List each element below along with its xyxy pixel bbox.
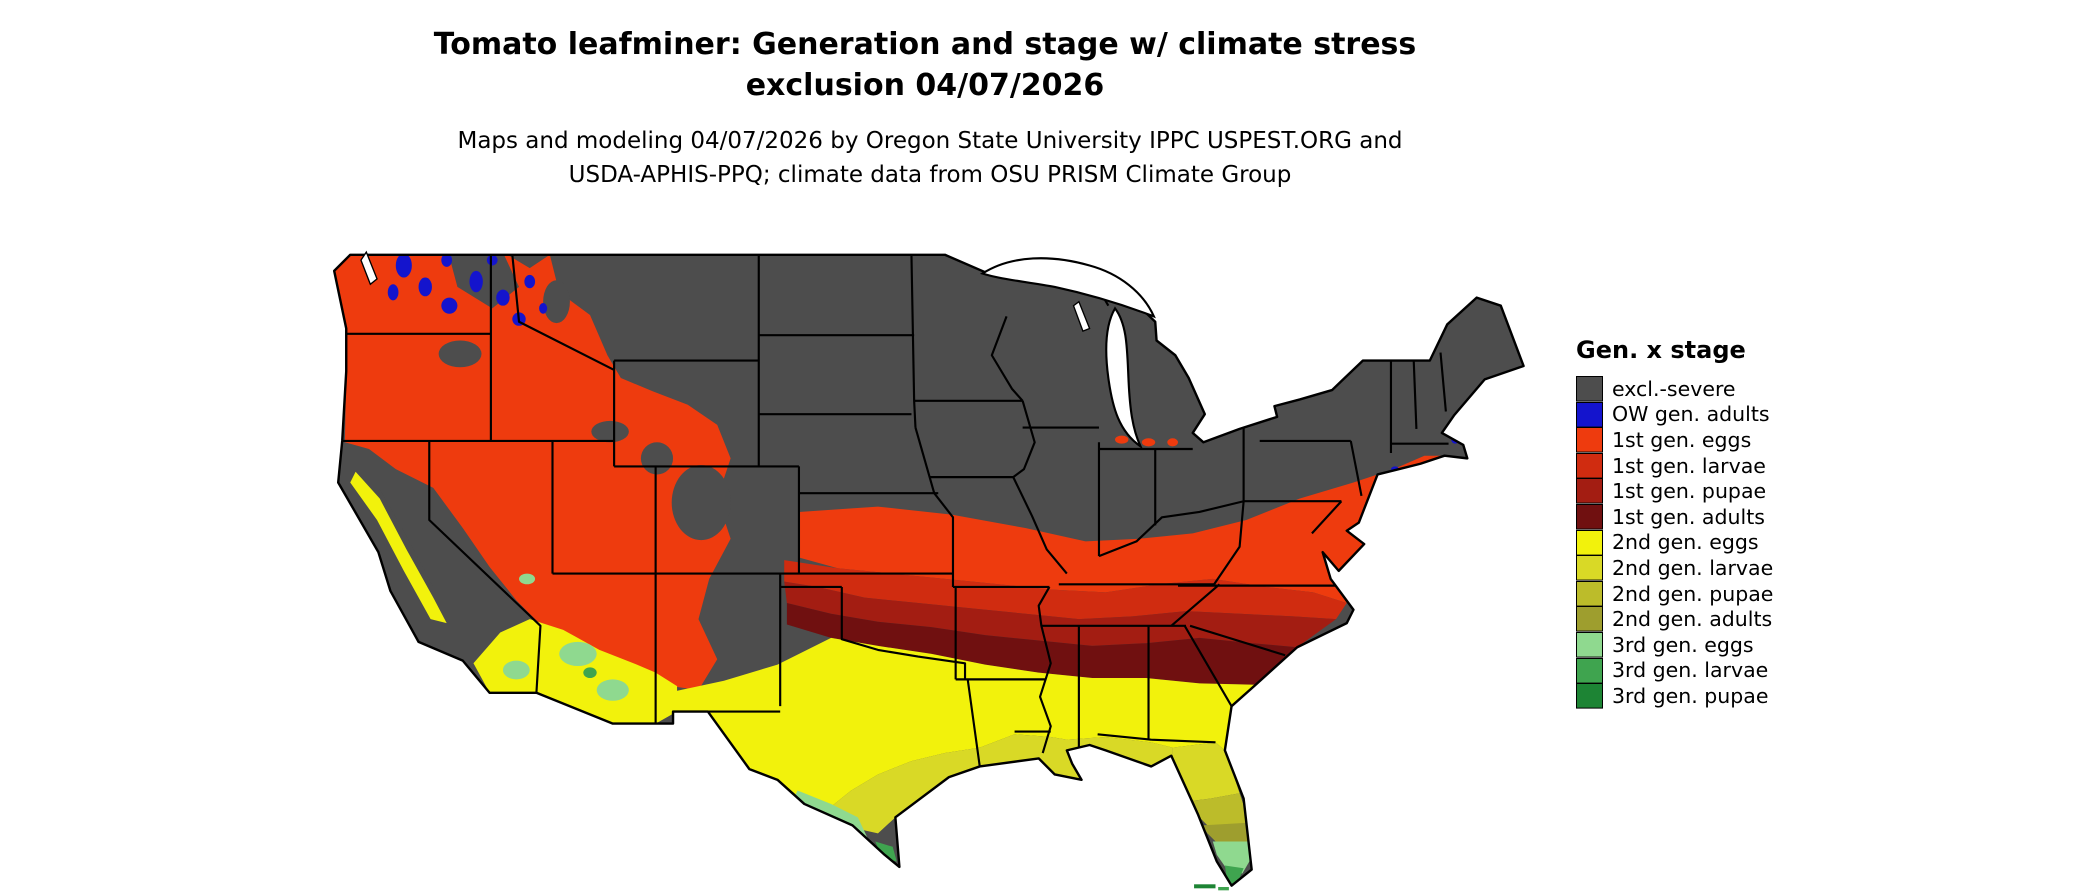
legend-item: 2nd gen. eggs: [1576, 529, 1773, 556]
map-region-1st-larvae-band: [784, 560, 1347, 620]
legend-label: 3rd gen. eggs: [1612, 632, 1754, 657]
legend-item: 2nd gen. pupae: [1576, 580, 1774, 607]
legend-swatch-ow-adults: [1576, 401, 1603, 428]
legend-label: 3rd gen. pupae: [1612, 683, 1769, 708]
legend-label: 2nd gen. adults: [1612, 607, 1773, 632]
map-region-fl-3rd-larvae: [1224, 865, 1244, 885]
map-region-az-3rd-larvae-dot: [583, 667, 597, 679]
legend-swatch-excl-severe: [1576, 376, 1603, 402]
map-region-ca-central-valley: [350, 471, 447, 624]
legend-label: 2nd gen. eggs: [1612, 530, 1759, 555]
legend-swatch-3rd-eggs: [1576, 631, 1603, 658]
legend-item: excl.-severe: [1576, 376, 1773, 402]
map-region-mountain-exclusion-specks: [371, 254, 731, 593]
map-region-stx-3rd-larvae: [875, 841, 897, 862]
map-region-1st-adults-band: [786, 603, 1298, 685]
map-region-mi-red-specks: [1115, 435, 1178, 447]
map-region-2nd-eggs-south: [674, 637, 1256, 807]
legend-swatch-3rd-pupae: [1576, 683, 1603, 709]
state-borders: [342, 254, 1449, 767]
legend-label: 2nd gen. larvae: [1612, 555, 1774, 580]
legend-swatch-1st-eggs: [1576, 427, 1603, 453]
legend-swatch-1st-adults: [1576, 503, 1603, 530]
legend-item: 1st gen. eggs: [1576, 427, 1773, 453]
legend-item: 3rd gen. pupae: [1576, 683, 1773, 709]
legend-item: 3rd gen. eggs: [1576, 631, 1773, 658]
legend-item: 3rd gen. larvae: [1576, 657, 1773, 684]
subtitle-line-2: USDA-APHIS-PPQ; climate data from OSU PR…: [568, 162, 1292, 188]
legend-label: 2nd gen. pupae: [1612, 581, 1774, 606]
legend-swatch-3rd-larvae: [1576, 657, 1603, 684]
map-region-fl-3rd-eggs: [1212, 841, 1252, 874]
map-region-1st-eggs-west: [334, 254, 731, 691]
legend-swatch-2nd-eggs: [1576, 529, 1603, 556]
florida-keys-3rd-larvae: [1218, 886, 1229, 891]
puget-sound: [360, 250, 378, 286]
legend-label: 1st gen. adults: [1612, 504, 1765, 529]
legend-label: OW gen. adults: [1612, 402, 1770, 427]
map-region-fl-2nd-larvae: [1172, 742, 1240, 802]
legend-title: Gen. x stage: [1576, 336, 1746, 364]
legend-item: 1st gen. larvae: [1576, 452, 1773, 479]
lake-michigan: [1105, 306, 1144, 450]
lake-superior: [979, 257, 1156, 319]
map-region-2nd-eggs-southwest: [473, 619, 678, 724]
legend-label: excl.-severe: [1612, 376, 1736, 401]
map-region-1st-pupae-band: [784, 581, 1337, 648]
page-title: Tomato leafminer: Generation and stage w…: [0, 24, 1850, 106]
florida-keys-3rd-pupae: [1194, 884, 1216, 889]
map-region-az-3rd-eggs-patches: [502, 573, 629, 701]
legend-item: 1st gen. pupae: [1576, 478, 1773, 504]
legend-swatch-1st-larvae: [1576, 452, 1603, 479]
legend-label: 1st gen. eggs: [1612, 427, 1752, 452]
page-subtitle: Maps and modeling 04/07/2026 by Oregon S…: [0, 124, 1860, 192]
legend-item: 2nd gen. adults: [1576, 606, 1773, 632]
title-line-1: Tomato leafminer: Generation and stage w…: [433, 27, 1417, 62]
title-line-2: exclusion 04/07/2026: [745, 68, 1105, 103]
legend-item: 2nd gen. larvae: [1576, 555, 1773, 581]
map-region-fl-2nd-adults: [1202, 822, 1251, 847]
legend: Gen. x stage excl.-severe OW gen. adults…: [1576, 336, 1773, 709]
map-region-2nd-larvae-gulf: [777, 734, 1173, 834]
legend-swatch-2nd-adults: [1576, 606, 1603, 632]
us-outline: [332, 253, 1525, 887]
legend-label: 3rd gen. larvae: [1612, 658, 1769, 683]
legend-swatch-2nd-pupae: [1576, 580, 1603, 607]
legend-item: OW gen. adults: [1576, 401, 1773, 428]
legend-item: 1st gen. adults: [1576, 503, 1773, 530]
legend-swatch-1st-pupae: [1576, 478, 1603, 504]
legend-swatch-2nd-larvae: [1576, 555, 1603, 581]
map-region-1st-eggs-central: [798, 455, 1445, 604]
subtitle-line-1: Maps and modeling 04/07/2026 by Oregon S…: [457, 128, 1403, 154]
us-pest-stage-map-svg: [332, 250, 1525, 891]
legend-label: 1st gen. larvae: [1612, 453, 1766, 478]
green-bay: [1072, 300, 1091, 333]
legend-label: 1st gen. pupae: [1612, 479, 1767, 504]
